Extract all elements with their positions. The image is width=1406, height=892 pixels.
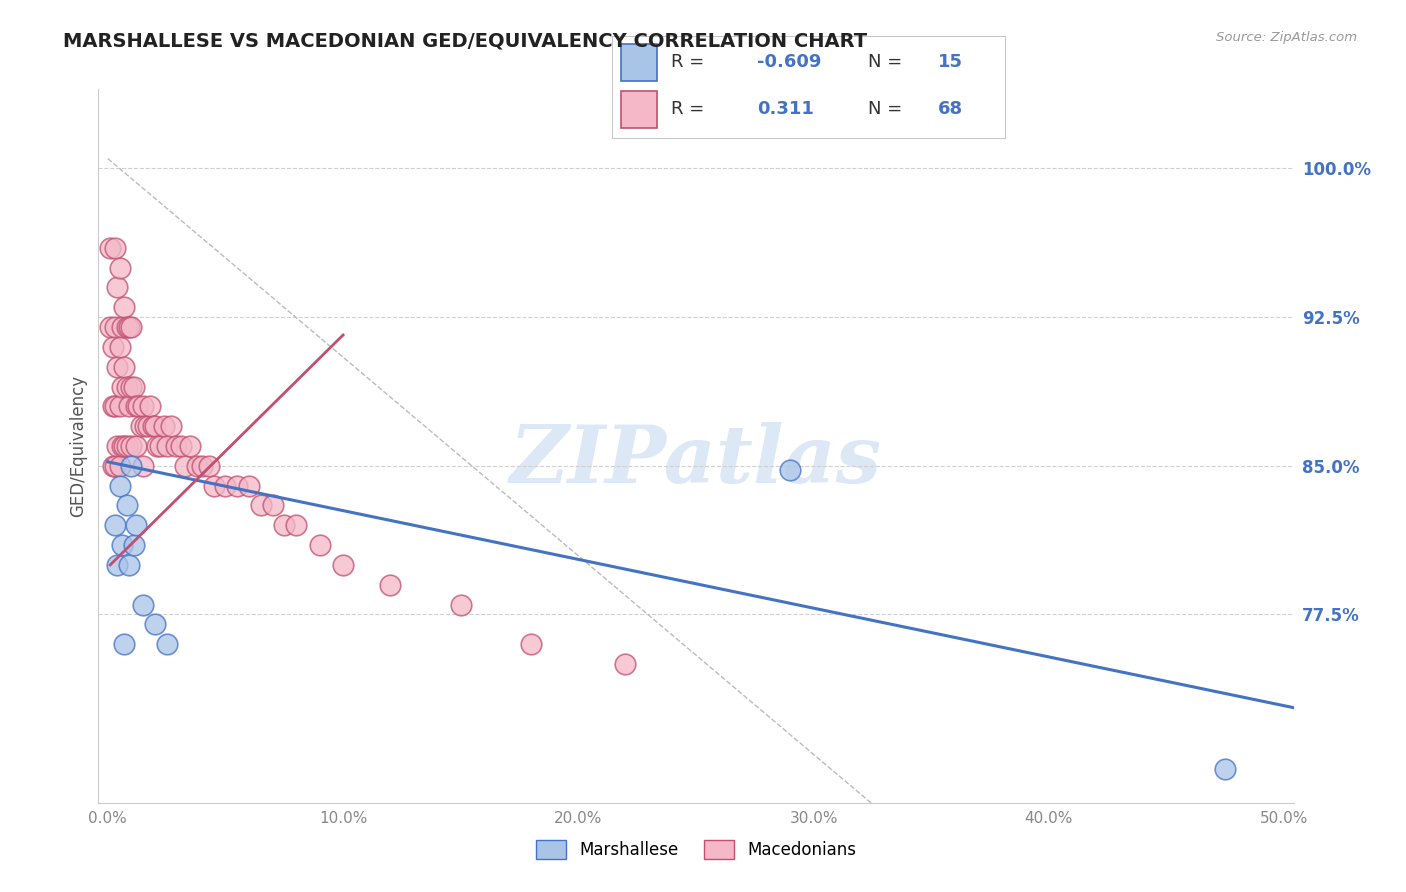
Point	[308, 538, 330, 552]
Point	[108, 458, 131, 473]
Point	[108, 478, 131, 492]
Point	[104, 241, 127, 255]
Point	[112, 359, 135, 374]
Text: 15: 15	[938, 53, 963, 70]
Point	[136, 419, 159, 434]
Point	[132, 400, 155, 414]
Text: R =: R =	[671, 53, 710, 70]
Point	[186, 458, 208, 473]
Point	[141, 419, 163, 434]
Point	[153, 419, 176, 434]
Point	[249, 499, 271, 513]
Point	[120, 379, 142, 393]
Point	[332, 558, 354, 572]
Point	[120, 320, 142, 334]
Point	[614, 657, 637, 671]
Point	[98, 320, 121, 334]
Point	[105, 280, 128, 294]
Point	[111, 379, 134, 393]
Text: N =: N =	[868, 100, 907, 118]
Point	[122, 379, 145, 393]
Point	[285, 518, 308, 533]
Text: N =: N =	[868, 53, 907, 70]
Point	[108, 340, 131, 354]
Text: ZIPatlas: ZIPatlas	[510, 422, 882, 499]
Point	[111, 320, 134, 334]
Point	[111, 439, 134, 453]
Point	[450, 598, 472, 612]
Text: R =: R =	[671, 100, 710, 118]
Point	[132, 458, 155, 473]
Text: 68: 68	[938, 100, 963, 118]
Point	[198, 458, 221, 473]
Point	[262, 499, 284, 513]
Point	[104, 400, 127, 414]
Point	[129, 419, 152, 434]
Point	[125, 400, 148, 414]
Text: MARSHALLESE VS MACEDONIAN GED/EQUIVALENCY CORRELATION CHART: MARSHALLESE VS MACEDONIAN GED/EQUIVALENC…	[63, 31, 868, 50]
Point	[170, 439, 193, 453]
FancyBboxPatch shape	[621, 44, 657, 81]
Point	[156, 439, 179, 453]
FancyBboxPatch shape	[621, 91, 657, 128]
Point	[214, 478, 236, 492]
Point	[105, 359, 128, 374]
Point	[378, 578, 401, 592]
Point	[118, 320, 141, 334]
Point	[127, 400, 149, 414]
Point	[111, 538, 134, 552]
Point	[108, 400, 131, 414]
Point	[118, 400, 141, 414]
Point	[132, 598, 155, 612]
Point	[520, 637, 543, 651]
Point	[101, 400, 124, 414]
Point	[143, 419, 166, 434]
Point	[226, 478, 249, 492]
Point	[125, 518, 148, 533]
Point	[165, 439, 187, 453]
Point	[104, 320, 127, 334]
Point	[143, 617, 166, 632]
Point	[101, 340, 124, 354]
Point	[273, 518, 295, 533]
Point	[104, 518, 127, 533]
Point	[134, 419, 156, 434]
Point	[179, 439, 201, 453]
Point	[174, 458, 197, 473]
Point	[105, 558, 128, 572]
Point	[139, 400, 162, 414]
Point	[112, 637, 135, 651]
Point	[108, 260, 131, 275]
Point	[122, 538, 145, 552]
Y-axis label: GED/Equivalency: GED/Equivalency	[69, 375, 87, 517]
Legend: Marshallese, Macedonians: Marshallese, Macedonians	[529, 833, 863, 866]
Point	[120, 439, 142, 453]
Point	[238, 478, 260, 492]
Point	[98, 241, 121, 255]
Point	[101, 458, 124, 473]
Text: -0.609: -0.609	[758, 53, 821, 70]
Point	[779, 463, 801, 477]
Point	[115, 379, 138, 393]
Point	[149, 439, 172, 453]
Point	[115, 499, 138, 513]
Point	[104, 458, 127, 473]
Point	[115, 439, 138, 453]
Point	[146, 439, 169, 453]
Point	[1213, 762, 1236, 776]
Point	[160, 419, 183, 434]
Point	[112, 439, 135, 453]
Point	[125, 439, 148, 453]
Point	[202, 478, 225, 492]
Point	[118, 558, 141, 572]
Point	[120, 458, 142, 473]
Point	[105, 439, 128, 453]
Text: 0.311: 0.311	[758, 100, 814, 118]
Point	[115, 320, 138, 334]
Point	[112, 300, 135, 314]
Point	[191, 458, 214, 473]
Text: Source: ZipAtlas.com: Source: ZipAtlas.com	[1216, 31, 1357, 45]
Point	[156, 637, 179, 651]
